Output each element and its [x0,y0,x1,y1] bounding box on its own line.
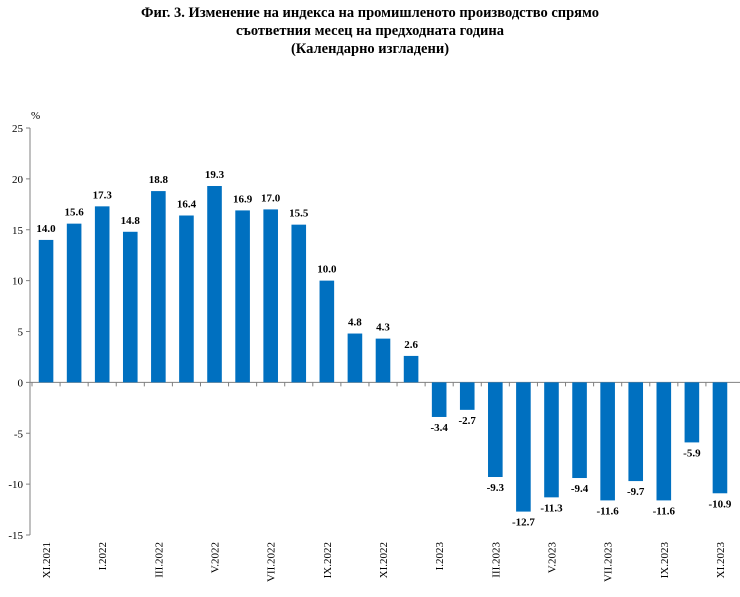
y-axis-label: % [31,110,40,122]
bar [488,382,503,478]
x-tick-label: VII.2023 [603,542,615,583]
bar [431,382,447,417]
data-label: 4.3 [376,322,390,334]
x-tick-label: XI.2022 [378,542,390,578]
x-tick-label: XI.2021 [41,542,53,578]
data-label: 14.0 [36,223,56,235]
chart-title-line-2: съответния месец на предходната година [235,23,504,39]
bars [38,185,728,512]
data-label: 17.3 [93,189,113,201]
data-label: 16.4 [177,199,197,211]
chart-title: Фиг. 3. Изменение на индекса на промишле… [0,4,740,58]
x-tick-label: IX.2023 [659,542,671,579]
data-label: 16.9 [233,193,253,205]
y-tick-label: -15 [8,530,23,542]
data-label: -10.9 [708,498,731,510]
data-label: -11.6 [596,505,619,517]
data-label: -9.4 [571,483,589,495]
data-label: -9.7 [627,486,645,498]
x-tick-label: XI.2023 [715,542,727,579]
bar [207,185,222,383]
x-tick-label: V.2022 [210,542,222,573]
bar [544,382,559,498]
data-label: 15.5 [289,208,309,220]
bar [94,206,110,383]
y-tick-label: 10 [12,276,24,288]
bar [600,382,615,501]
x-tick-label: I.2023 [434,542,446,571]
data-label: 10.0 [317,264,337,276]
bar [375,338,391,383]
bar [179,215,194,383]
bar [263,209,278,383]
bar [38,239,54,383]
data-label: -5.9 [683,447,701,459]
x-tick-label: III.2023 [490,542,502,578]
data-label: -12.7 [512,517,535,529]
data-label: -9.3 [487,482,505,494]
bar [319,280,335,383]
y-tick-label: -10 [8,479,23,491]
data-label: 2.6 [404,339,418,351]
bar [235,210,250,383]
y-tick-label: 25 [12,123,24,135]
data-label: -3.4 [430,422,448,434]
bar [66,223,82,383]
bar [403,355,419,383]
y-tick-label: 15 [12,225,24,237]
data-label: 18.8 [149,174,169,186]
data-label: 14.8 [121,215,141,227]
y-tick-label: 20 [12,174,24,186]
y-tick-label: -5 [14,428,24,440]
chart-title-line-3: (Календарно изгладени) [290,41,450,57]
data-label: -11.6 [653,505,676,517]
bar [516,382,531,512]
bar [291,224,307,383]
data-label: 15.6 [64,207,84,219]
x-tick-label: IX.2022 [322,542,334,578]
bar [684,382,700,443]
data-labels: 14.0 15.6 17.3 14.8 18.8 16.4 19.3 16.9 17.0 15.5… [36,169,731,529]
x-axis-labels: XI.2021 I.2022 III.2022 V.2022 VII.2022 IX.20… [41,542,727,583]
data-label: -2.7 [459,415,477,427]
bar [151,191,166,383]
chart-title-line-1: Фиг. 3. Изменение на индекса на промишле… [141,5,599,21]
bar [347,333,363,383]
x-tick-label: V.2023 [546,542,558,574]
bar [459,382,475,410]
bar [572,382,587,479]
y-tick-label: 5 [18,327,24,339]
y-tick-label: 0 [18,377,24,389]
data-label: 17.0 [261,192,281,204]
x-tick-label: I.2022 [97,542,109,570]
bar [122,231,138,383]
x-tick-label: III.2022 [153,542,165,578]
x-tick-label: VII.2022 [266,542,278,582]
data-label: -11.3 [540,502,563,514]
bar [656,382,672,501]
data-label: 19.3 [205,169,225,181]
bar [712,382,728,494]
bar [628,382,644,482]
y-axis-ticks: 25 20 15 10 5 0 -5 -10 -15 [8,123,30,542]
data-label: 4.8 [348,317,362,329]
